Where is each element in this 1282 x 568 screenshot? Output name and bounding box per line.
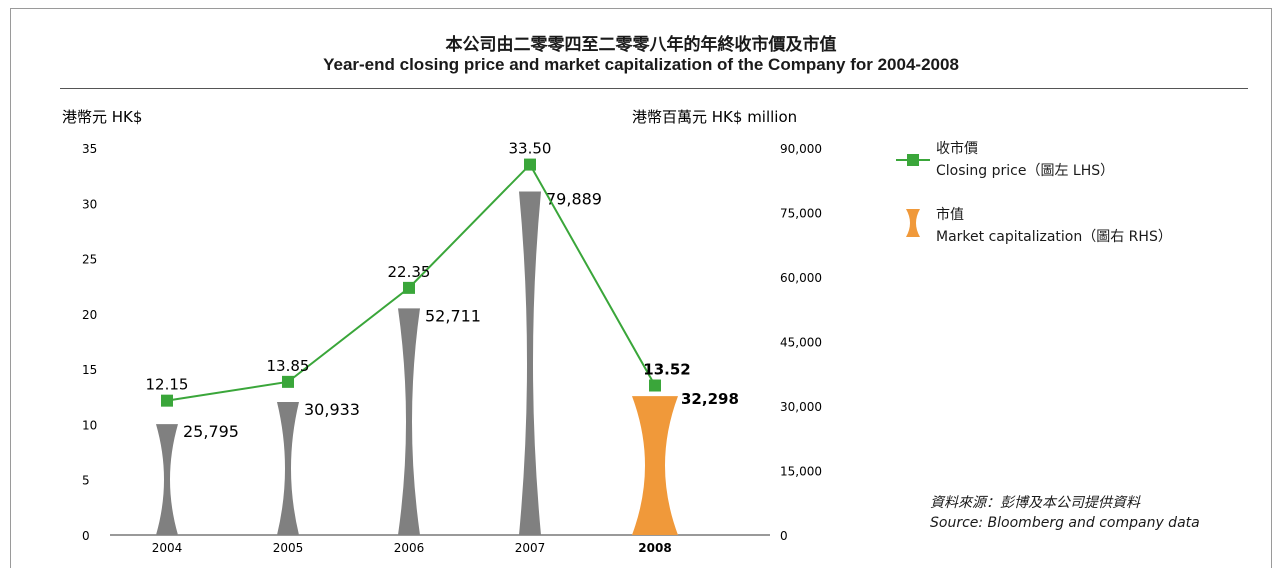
right-tick-label: 90,000 (780, 142, 822, 156)
legend-cap-axis-note: （圖右 RHS） (1082, 229, 1172, 245)
chart-title-cn: 本公司由二零零四至二零零八年的年終收市價及市值 (445, 35, 837, 55)
legend-cap-name: Market capitalization (936, 229, 1083, 245)
closing-price-marker (161, 394, 173, 407)
x-tick-label: 2006 (394, 541, 425, 555)
legend-line-swatch (896, 154, 930, 166)
legend-cap-label: Market capitalization（圖右 RHS） (936, 226, 1172, 246)
closing-price-label: 33.50 (509, 140, 552, 158)
legend-price-label: Closing price（圖左 LHS） (936, 160, 1114, 180)
market-cap-label: 32,298 (681, 390, 739, 408)
market-cap-label: 52,711 (425, 306, 481, 325)
closing-price-label: 13.52 (643, 361, 690, 379)
market-cap-bar (277, 401, 299, 535)
market-cap-label: 79,889 (546, 189, 602, 208)
closing-price-marker (403, 281, 415, 294)
left-tick-label: 0 (82, 529, 90, 543)
closing-price-marker (524, 158, 536, 171)
left-tick-label: 5 (82, 474, 90, 488)
left-axis-title: 港幣元 HK$ (62, 108, 142, 126)
market-cap-bar (156, 424, 178, 535)
x-tick-label: 2005 (273, 541, 304, 555)
market-cap-bar (519, 191, 541, 535)
legend-cap-label-cn: 市值 (936, 207, 964, 223)
closing-price-marker (649, 379, 661, 392)
chart-frame (10, 8, 1272, 568)
right-tick-label: 45,000 (780, 336, 822, 350)
left-tick-label: 10 (82, 418, 97, 432)
left-tick-label: 20 (82, 308, 97, 322)
legend-bar-swatch (906, 209, 920, 237)
closing-price-label: 22.35 (388, 263, 431, 281)
x-tick-label: 2004 (152, 541, 183, 555)
x-tick-label: 2007 (515, 541, 546, 555)
left-tick-label: 30 (82, 197, 97, 211)
market-cap-bar (632, 396, 678, 535)
right-tick-label: 15,000 (780, 465, 822, 479)
right-tick-label: 75,000 (780, 207, 822, 221)
market-cap-label: 30,933 (304, 400, 360, 419)
left-tick-label: 15 (82, 363, 97, 377)
closing-price-marker (282, 375, 294, 388)
market-cap-label: 25,795 (183, 422, 239, 441)
source-note-cn: 資料來源：彭博及本公司提供資料 (930, 495, 1140, 511)
chart-title-en: Year-end closing price and market capita… (323, 55, 959, 74)
legend-price-label-cn: 收市價 (936, 141, 978, 157)
right-axis-title: 港幣百萬元 HK$ million (632, 108, 797, 126)
closing-price-label: 13.85 (267, 357, 310, 375)
right-tick-label: 60,000 (780, 271, 822, 285)
legend-price-name: Closing price (936, 163, 1027, 179)
left-tick-label: 25 (82, 253, 97, 267)
market-cap-bar (398, 308, 420, 535)
closing-price-label: 12.15 (146, 376, 189, 394)
left-tick-label: 35 (82, 142, 97, 156)
right-tick-label: 30,000 (780, 400, 822, 414)
x-tick-label: 2008 (638, 541, 671, 555)
legend-price-axis-note: （圖左 LHS） (1026, 163, 1115, 179)
title-divider (60, 88, 1248, 89)
right-tick-label: 0 (780, 529, 788, 543)
source-note-en: Source: Bloomberg and company data (930, 515, 1200, 531)
